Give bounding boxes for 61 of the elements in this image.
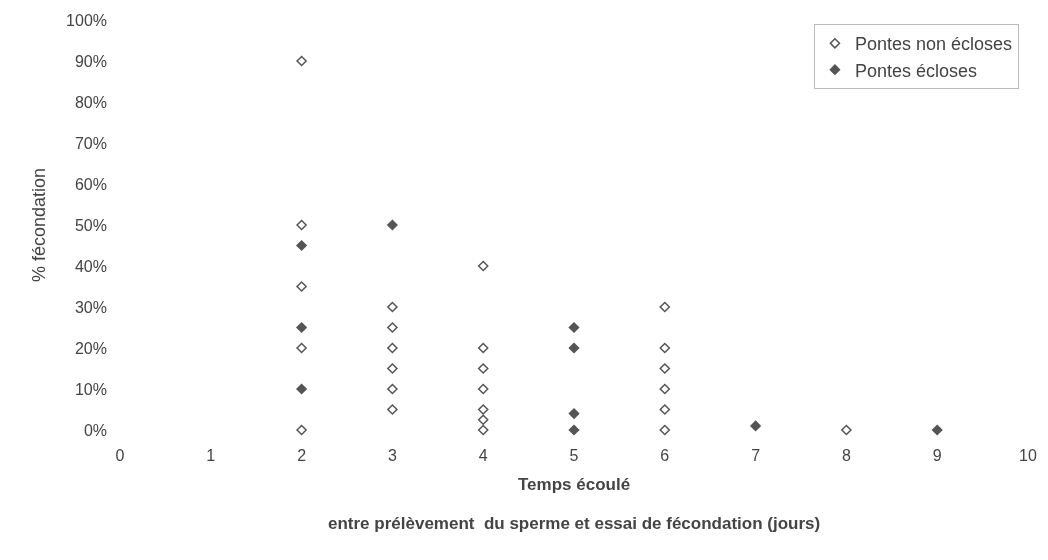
y-tick-label: 0% — [83, 421, 107, 439]
point — [568, 322, 580, 333]
point — [659, 383, 671, 395]
y-tick-label: 90% — [74, 52, 107, 70]
point — [296, 281, 307, 292]
point — [659, 363, 671, 374]
point — [477, 342, 489, 354]
x-tick-label: 1 — [206, 447, 216, 464]
point — [477, 404, 489, 415]
legend-label: Pontes écloses — [854, 60, 977, 81]
x-tick-label: 3 — [387, 447, 397, 464]
point — [659, 301, 671, 313]
x-tick-label: 5 — [569, 447, 579, 464]
x-tick-label: 7 — [751, 447, 761, 464]
point — [387, 342, 398, 354]
x-tick-label: 8 — [841, 447, 851, 464]
x-tick-label: 0 — [115, 447, 125, 464]
point — [841, 424, 852, 436]
point — [387, 404, 398, 415]
x-axis-title: Temps écoulé entre prélèvement du sperme et essai de fécondation (jours) — [328, 475, 821, 533]
point — [387, 322, 398, 333]
y-axis-title: % fécondation — [29, 167, 50, 283]
x-tick-label: 9 — [932, 447, 942, 464]
point — [477, 363, 489, 374]
y-tick-label: 20% — [74, 339, 107, 357]
point — [387, 219, 398, 231]
y-tick-label: 40% — [74, 257, 107, 275]
y-tick-label: 50% — [74, 216, 107, 234]
point — [568, 408, 580, 419]
legend-label: Pontes non écloses — [854, 34, 1013, 55]
point — [931, 424, 943, 436]
x-tick-label: 10 — [1019, 447, 1037, 464]
point — [387, 363, 398, 374]
point — [659, 424, 671, 436]
y-tick-label: 10% — [74, 380, 107, 398]
point — [296, 383, 307, 395]
point — [296, 55, 307, 67]
point — [477, 414, 489, 426]
point — [296, 424, 307, 436]
point — [477, 260, 489, 272]
point — [296, 219, 307, 231]
x-tick-label: 6 — [660, 447, 670, 464]
y-tick-label: 30% — [74, 298, 107, 316]
point — [477, 424, 489, 436]
point — [750, 420, 761, 432]
point — [477, 383, 489, 395]
point — [387, 383, 398, 395]
point — [568, 342, 580, 354]
point — [659, 342, 671, 354]
point — [568, 424, 580, 436]
y-tick-label: 60% — [74, 175, 107, 193]
point — [659, 404, 671, 415]
y-tick-label: 100% — [66, 11, 107, 29]
y-tick-label: 80% — [74, 93, 107, 111]
point — [296, 322, 307, 333]
x-tick-label: 4 — [478, 447, 488, 464]
y-tick-label: 70% — [74, 134, 107, 152]
point — [296, 240, 307, 251]
point — [387, 301, 398, 313]
x-tick-label: 2 — [297, 447, 307, 464]
point — [296, 342, 307, 354]
